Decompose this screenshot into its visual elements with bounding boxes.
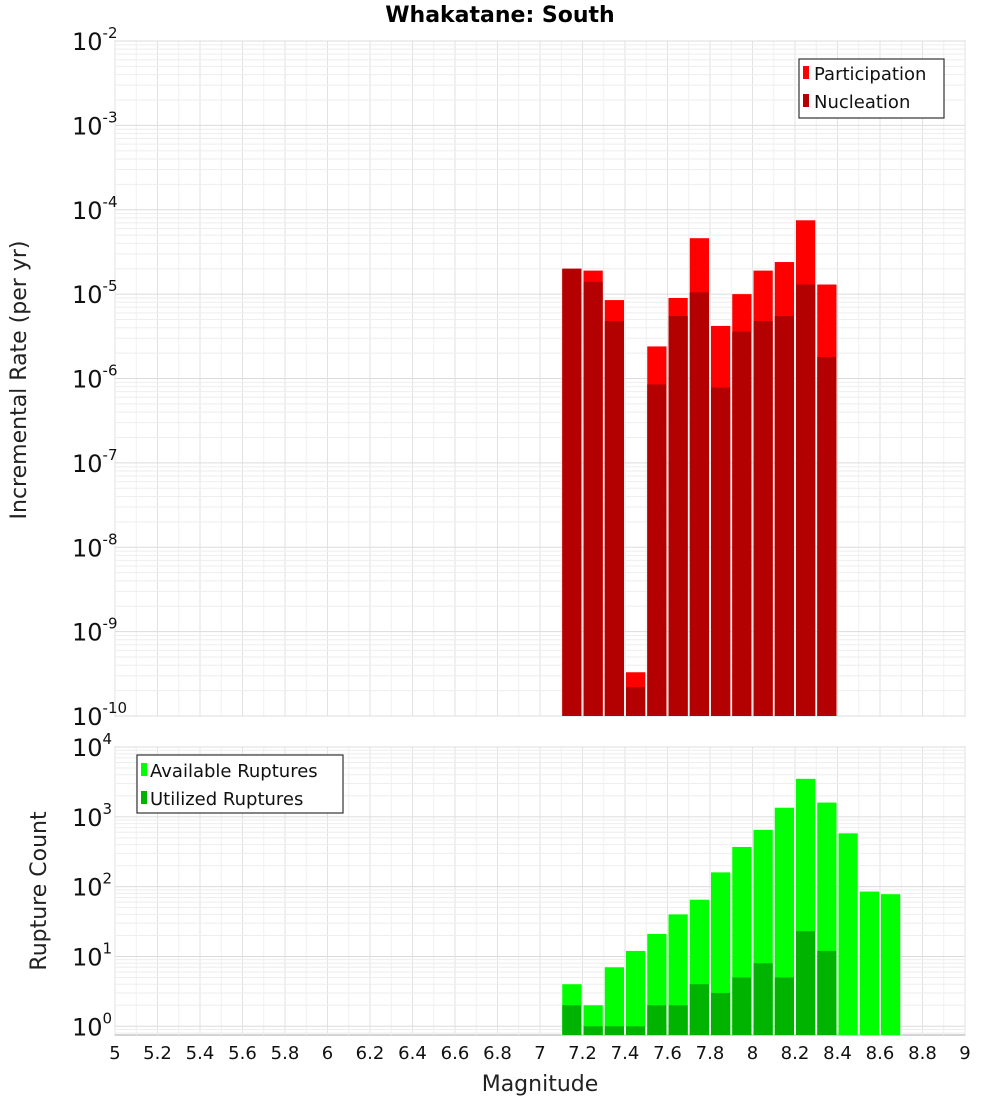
legend-swatch-nucleation <box>803 94 809 107</box>
x-tick-label: 9 <box>959 1043 970 1064</box>
x-tick-label: 7.2 <box>568 1043 597 1064</box>
rate-legend: Participation Nucleation <box>798 58 945 119</box>
rate-bar-nucleation <box>711 387 731 716</box>
count-bar-utilized-ruptures <box>604 1026 624 1035</box>
count-y-tick-label: 104 <box>72 730 112 762</box>
x-tick-label: 7.8 <box>696 1043 725 1064</box>
count-bar-utilized-ruptures <box>668 1005 688 1035</box>
rate-y-ticks: 10-2 10-3 10-4 10-5 10-6 10-7 10-8 10-9 10-10 <box>72 24 127 731</box>
x-tick-label: 5.4 <box>186 1043 215 1064</box>
count-bar-utilized-ruptures <box>817 950 837 1035</box>
count-y-tick-label: 101 <box>72 939 112 971</box>
legend-label-utilized-ruptures: Utilized Ruptures <box>150 789 303 810</box>
count-bar-utilized-ruptures <box>774 977 794 1035</box>
count-legend-box <box>136 754 344 814</box>
x-tick-label: 8.8 <box>908 1043 937 1064</box>
rate-y-tick-label: 10-7 <box>72 446 118 478</box>
count-y-tick-label: 100 <box>72 1009 112 1041</box>
x-tick-label: 6.2 <box>356 1043 385 1064</box>
count-y-tick-label: 103 <box>72 800 112 832</box>
rate-y-tick-label: 10-10 <box>72 699 127 731</box>
x-tick-label: 8.6 <box>866 1043 895 1064</box>
count-bar-utilized-ruptures <box>711 992 731 1035</box>
count-bar-available-ruptures <box>881 894 901 1035</box>
count-bar-utilized-ruptures <box>626 1026 646 1035</box>
count-panel: 104 103 102 101 100 5 5.2 5.4 5.6 5.8 6 6.2 6.4 6.6 6… <box>27 730 971 1097</box>
x-tick-label: 8 <box>747 1043 758 1064</box>
rate-y-tick-label: 10-6 <box>72 362 118 394</box>
legend-label-available-ruptures: Available Ruptures <box>150 761 318 782</box>
rate-bars <box>562 220 837 717</box>
count-legend: Available Ruptures Utilized Ruptures <box>136 754 344 814</box>
magnitude-x-ticks: 5 5.2 5.4 5.6 5.8 6 6.2 6.4 6.6 6.8 7 7.2 7.4 7.6 7.8 8… <box>109 1043 970 1064</box>
x-axis-label: Magnitude <box>482 1072 599 1097</box>
rate-bar-nucleation <box>626 687 646 716</box>
rate-y-tick-label: 10-8 <box>72 530 118 562</box>
legend-swatch-utilized-ruptures <box>141 791 147 804</box>
count-bar-utilized-ruptures <box>583 1026 603 1035</box>
rate-legend-box <box>798 58 945 119</box>
rate-bar-nucleation <box>604 321 624 716</box>
count-bar-utilized-ruptures <box>562 1005 582 1035</box>
x-tick-label: 8.4 <box>823 1043 852 1064</box>
count-bar-available-ruptures <box>604 967 624 1035</box>
x-tick-label: 7.6 <box>653 1043 682 1064</box>
count-y-tick-label: 102 <box>72 870 112 902</box>
rate-bar-nucleation <box>583 281 603 716</box>
rate-bar-nucleation <box>562 268 582 716</box>
x-tick-label: 6 <box>322 1043 333 1064</box>
rate-bar-nucleation <box>796 284 816 716</box>
count-bar-available-ruptures <box>859 891 879 1035</box>
rate-panel: 10-2 10-3 10-4 10-5 10-6 10-7 10-8 10-9 10-10 In… <box>7 24 966 731</box>
rate-y-axis-label: Incremental Rate (per yr) <box>7 241 32 520</box>
rate-bar-nucleation <box>732 331 752 716</box>
count-bars <box>562 778 901 1035</box>
legend-swatch-available-ruptures <box>141 763 147 776</box>
count-y-axis-label: Rupture Count <box>27 811 52 971</box>
rate-bar-nucleation <box>753 321 773 716</box>
rate-y-tick-label: 10-3 <box>72 108 118 140</box>
rate-bar-nucleation <box>668 316 688 716</box>
count-bar-available-ruptures <box>838 833 858 1035</box>
rate-y-tick-label: 10-5 <box>72 277 118 309</box>
rate-y-tick-label: 10-4 <box>72 193 118 225</box>
chart-title: Whakatane: South <box>385 3 614 28</box>
count-y-ticks: 104 103 102 101 100 <box>72 730 112 1041</box>
count-bar-utilized-ruptures <box>753 963 773 1035</box>
x-tick-label: 5 <box>109 1043 120 1064</box>
x-tick-label: 5.2 <box>143 1043 172 1064</box>
x-tick-label: 5.8 <box>271 1043 300 1064</box>
x-tick-label: 5.6 <box>228 1043 257 1064</box>
count-bar-utilized-ruptures <box>689 984 709 1035</box>
x-tick-label: 6.8 <box>483 1043 512 1064</box>
rate-grid <box>114 40 966 717</box>
x-tick-label: 6.6 <box>441 1043 470 1064</box>
x-tick-label: 8.2 <box>781 1043 810 1064</box>
legend-label-participation: Participation <box>814 64 926 85</box>
rate-bar-nucleation <box>647 384 667 716</box>
legend-swatch-participation <box>803 66 809 79</box>
legend-label-nucleation: Nucleation <box>814 92 910 113</box>
rate-bar-nucleation <box>689 292 709 716</box>
count-bar-utilized-ruptures <box>647 1005 667 1035</box>
rate-bar-nucleation <box>817 356 837 716</box>
x-tick-label: 7 <box>534 1043 545 1064</box>
rate-bar-nucleation <box>774 316 794 716</box>
count-bar-utilized-ruptures <box>732 977 752 1035</box>
rate-y-tick-label: 10-2 <box>72 24 118 56</box>
rate-y-tick-label: 10-9 <box>72 615 118 647</box>
count-bar-available-ruptures <box>626 950 646 1035</box>
x-tick-label: 6.4 <box>398 1043 427 1064</box>
count-bar-utilized-ruptures <box>796 931 816 1035</box>
x-tick-label: 7.4 <box>611 1043 640 1064</box>
count-bar-available-ruptures <box>668 914 688 1035</box>
